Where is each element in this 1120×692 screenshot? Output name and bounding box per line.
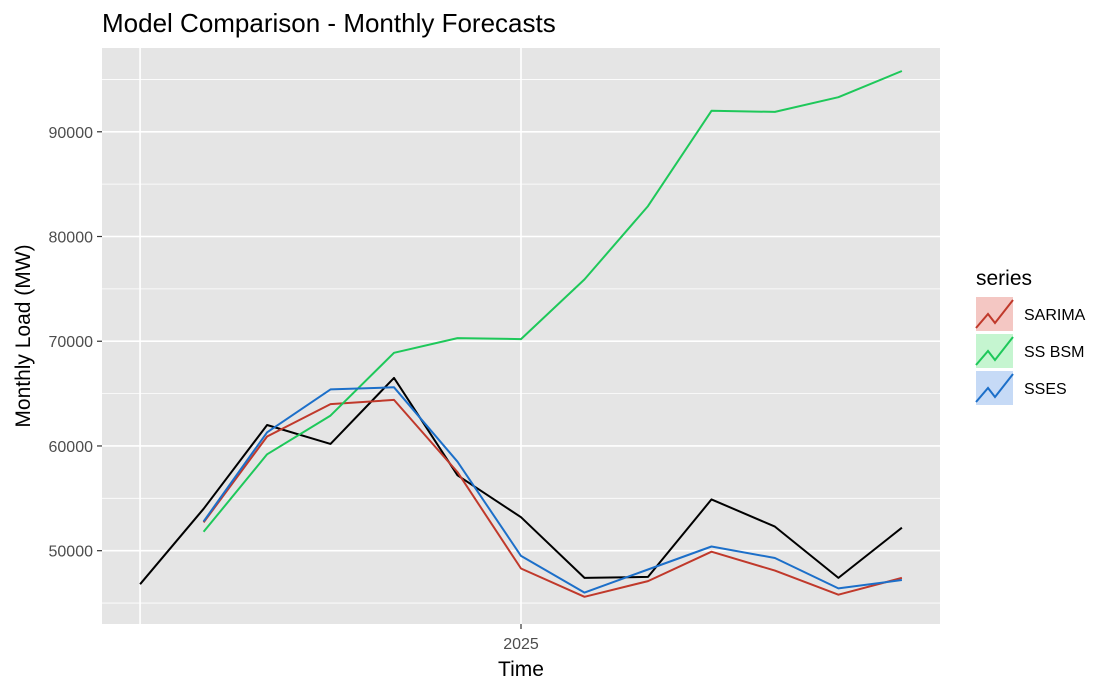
legend-item-ss-bsm: SS BSM — [975, 334, 1084, 368]
y-axis-title: Monthly Load (MW) — [12, 244, 35, 427]
series-lines — [139, 70, 903, 598]
series-line-ss-bsm — [202, 70, 903, 533]
grid-layer — [102, 48, 940, 624]
legend-swatch — [976, 334, 1013, 368]
legend-label: SS BSM — [1024, 344, 1084, 361]
legend-line-icon — [975, 373, 1014, 403]
y-tick-label: 90000 — [49, 125, 94, 142]
x-tick-label: 2025 — [503, 636, 539, 653]
x-axis-ticks: 2025 — [503, 624, 539, 653]
legend-title: series — [976, 267, 1032, 290]
legend: series SARIMA SS BSM SSES — [975, 267, 1086, 405]
legend-swatch — [976, 371, 1013, 405]
y-tick-label: 80000 — [49, 230, 94, 247]
legend-line-icon — [975, 336, 1014, 366]
legend-item-sses: SSES — [975, 371, 1067, 405]
legend-label: SARIMA — [1024, 307, 1086, 324]
y-tick-label: 50000 — [49, 544, 94, 561]
series-line-sses — [202, 386, 903, 594]
x-axis-title: Time — [498, 658, 544, 681]
actual-series-line — [139, 376, 903, 585]
series-line-sarima — [202, 398, 903, 598]
y-tick-label: 60000 — [49, 439, 94, 456]
legend-swatch — [976, 297, 1013, 331]
legend-line-icon — [975, 299, 1014, 329]
legend-label: SSES — [1024, 381, 1067, 398]
chart-title: Model Comparison - Monthly Forecasts — [102, 8, 556, 38]
y-tick-label: 70000 — [49, 334, 94, 351]
legend-item-sarima: SARIMA — [975, 297, 1086, 331]
y-axis-ticks: 50000 60000 70000 80000 90000 — [49, 125, 102, 561]
